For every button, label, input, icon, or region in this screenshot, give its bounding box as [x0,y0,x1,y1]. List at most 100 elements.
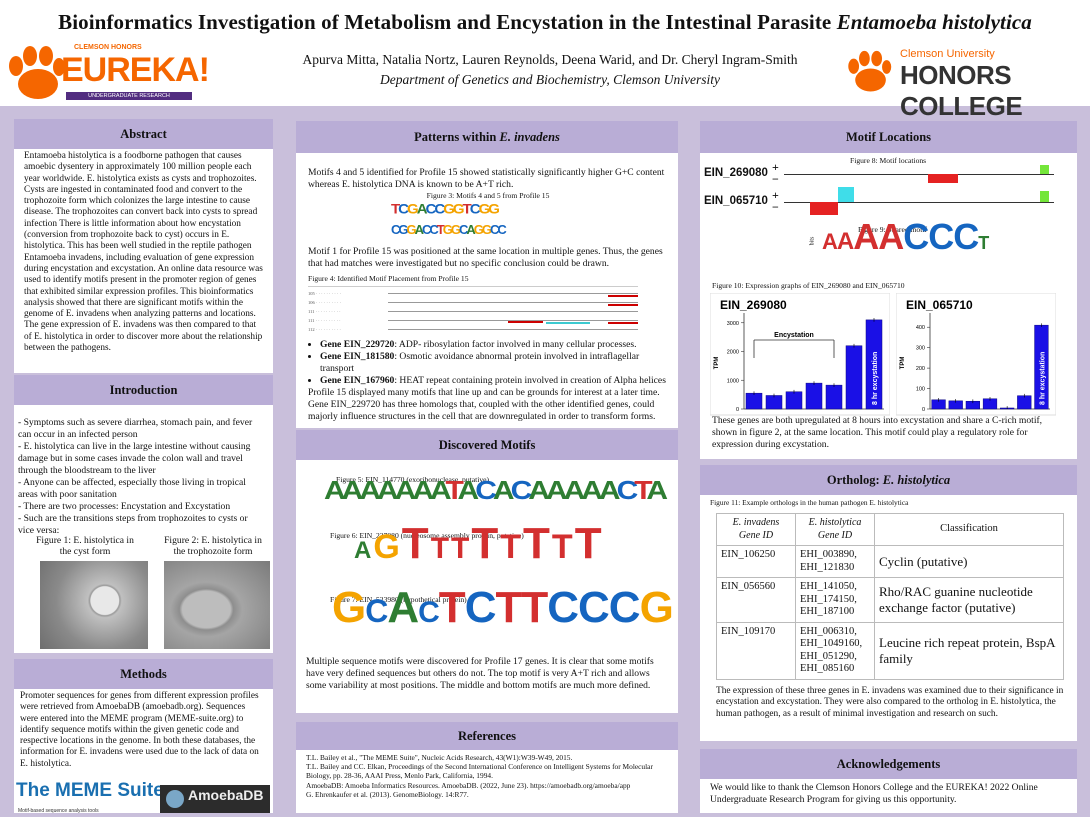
patterns-p2: Motif 1 for Profile 15 was positioned at… [308,246,663,269]
motif-mark [838,187,854,202]
figure-4-motif-placement: 105 · · · · · · · · · · 106 · · · · · · ·… [308,286,638,335]
gene-label-1: EIN_269080 [704,167,768,179]
bar [1017,395,1032,410]
methods-panel: Methods Promoter sequences for genes fro… [14,659,273,813]
figure-3-motif-logos: TCGACCGGTCGG CGGACCTGGCAGGCC [383,202,583,242]
shared-motif-logo: AAAACCCT [822,216,989,257]
methods-heading: Methods [14,659,273,689]
figure-7-caption: Figure 7: EIN_523980 (hypothetical prote… [330,595,467,604]
ortholog-table: E. invadens Gene ID E. histolytica Gene … [716,513,1064,680]
figure-9-caption: Figure 9: Shared motif [858,225,927,234]
expression-chart-ein-065710: EIN_065710 0 100 200 300 400 TPM 8 hr excystati… [896,293,1056,416]
figure-1-caption: Figure 1: E. histolytica in the cyst for… [36,535,134,557]
y-tick-label: 400 [916,325,925,331]
figure-2-caption: Figure 2: E. histolytica in the trophozo… [164,535,262,557]
motif-mark [928,174,958,183]
acknowledgements-text: We would like to thank the Clemson Honor… [710,782,1038,805]
bar-annotation: 8 hr excystation [872,352,879,405]
list-item: There are two processes: Encystation and… [18,501,263,513]
motif-locations-panel: Motif Locations Figure 8: Motif location… [700,121,1077,459]
table-cell: EIN_109170 [716,621,796,680]
discovered-text: Multiple sequence motifs were discovered… [306,656,654,691]
motif-mark [1040,191,1049,202]
motif-mark [608,322,638,324]
meme-suite-tagline: Motif-based sequence analysis tools [18,808,99,813]
figure-6-caption: Figure 6: EIN_227080 (nucleosome assembl… [330,531,524,540]
motif-locations-heading: Motif Locations [700,121,1077,153]
discovered-heading: Discovered Motifs [296,430,678,460]
abstract-text: Entamoeba histolytica is a foodborne pat… [24,151,263,354]
y-tick-label: 300 [916,346,925,352]
y-tick-label: 0 [922,407,925,413]
meme-suite-logo: The MEME Suite [16,780,164,801]
bar [825,384,843,410]
figure-4-caption: Figure 4: Identified Motif Placement fro… [308,274,469,283]
motif-locations-body: Figure 8: Motif locations EIN_269080 EIN… [700,153,1077,453]
table-cell: Rho/RAC guanine nucleotide exchange fact… [874,577,1064,623]
amoebadb-logo-text: AmoebaDB [188,787,264,803]
table-header-row: E. invadens Gene ID E. histolytica Gene … [716,513,1064,546]
table-cell: EHI_006310, EHI_1049160, EHI_051290, EHI… [795,621,875,680]
table-cell: EIN_106250 [716,545,796,578]
list-item: Gene EIN_229720: ADP- ribosylation facto… [320,339,668,351]
y-tick-label: 3000 [727,321,739,327]
motif-5-logo: CGGACCTGGCAGGCC [391,222,507,237]
references-panel: References T.L. Bailey et al., "The MEME… [296,722,678,813]
patterns-p1: Motifs 4 and 5 identified for Profile 15… [308,167,665,190]
honors-logo-main: HONORS COLLEGE [900,60,1023,121]
table-cell: Cyclin (putative) [874,545,1064,578]
y-tick-label: 0 [736,407,739,413]
chart-title: EIN_269080 [720,298,787,312]
reference-item: T.L. Bailey and CC. Elkan, Proceedings o… [306,762,653,781]
list-item: E. histolytica can live in the large int… [18,441,263,477]
motif-mark [608,304,638,306]
introduction-heading: Introduction [14,375,273,405]
amoebadb-logo: AmoebaDB [160,785,270,813]
reference-item: G. Ehrenkaufer et al. (2013). GenomeBiol… [306,789,469,799]
figure-3-caption: Figure 3: Motifs 4 and 5 from Profile 15 [426,191,550,200]
acknowledgements-heading: Acknowledgements [700,749,1077,779]
references-heading: References [296,722,678,750]
eureka-logo-top: CLEMSON HONORS [74,44,142,51]
poster-header: Bioinformatics Investigation of Metaboli… [0,0,1090,121]
table-cell: Leucine rich repeat protein, BspA family [874,621,1064,680]
column-header: E. invadens Gene ID [716,513,796,546]
honors-logo-top: Clemson University [900,48,995,60]
motif-logo-letters: GCACTCTTCCCG [332,583,674,632]
introduction-list: Symptoms such as severe diarrhea, stomac… [18,417,263,537]
ortholog-panel: Ortholog: E. histolytica Figure 11: Exam… [700,465,1077,741]
table-row: EIN_106250 EHI_003890, EHI_121830 Cyclin… [716,545,1064,578]
figure-7-motif-logo: GCACTCTTCCCG [306,586,674,656]
y-tick-label: 1000 [727,378,739,384]
y-axis-label: TPM [900,357,906,370]
abstract-heading: Abstract [14,119,273,149]
list-item: Gene EIN_181580: Osmotic avoidance abnor… [320,351,668,375]
figure-6-motif-logo: AGTTTTTTTT [306,522,668,594]
bar [745,392,763,410]
motif-logo-letters: AAAAAAATACACAAAAACTA [324,476,668,505]
table-row: EIN_056560 EHI_141050, EHI_174150, EHI_1… [716,577,1064,623]
poster-title: Bioinformatics Investigation of Metaboli… [58,10,1032,34]
patterns-heading: Patterns within E. invadens [296,121,678,153]
reference-item: AmoebaDB: Amoeba Informatics Resources. … [306,780,631,790]
ortholog-heading: Ortholog: E. histolytica [700,465,1077,495]
motif-4-logo: TCGACCGGTCGG [391,201,500,218]
eureka-logo: CLEMSON HONORS EUREKA! UNDERGRADUATE RES… [6,40,210,102]
bar-annotation: Encystation [774,332,814,339]
authors: Apurva Mitta, Natalia Nortz, Lauren Reyn… [302,52,798,67]
department: Department of Genetics and Biochemistry,… [379,72,721,87]
figure-10-caption: Figure 10: Expression graphs of EIN_2690… [712,281,905,290]
trophozoite-micrograph [164,561,270,649]
bar [785,391,803,410]
bar-annotation: 8 hr excystation [1039,352,1046,405]
chart-frame [896,293,1056,416]
bar [765,395,783,410]
table-cell: EHI_141050, EHI_174150, EHI_187100 [795,577,875,623]
discovered-motifs-panel: Discovered Motifs Figure 5: EIN_114770 (… [296,430,678,713]
list-item: Gene EIN_167960: HEAT repeat containing … [320,375,668,387]
y-tick-label: 2000 [727,350,739,356]
bar [805,382,823,410]
ortholog-text: The expression of these three genes in E… [716,685,1064,719]
honors-college-logo: Clemson University HONORS COLLEGE [846,48,1086,121]
eureka-logo-sub: UNDERGRADUATE RESEARCH [66,92,192,100]
